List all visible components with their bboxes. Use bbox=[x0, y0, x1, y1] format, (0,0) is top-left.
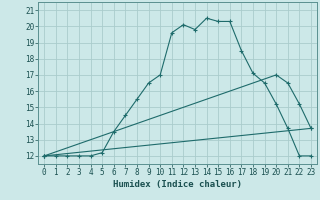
X-axis label: Humidex (Indice chaleur): Humidex (Indice chaleur) bbox=[113, 180, 242, 189]
